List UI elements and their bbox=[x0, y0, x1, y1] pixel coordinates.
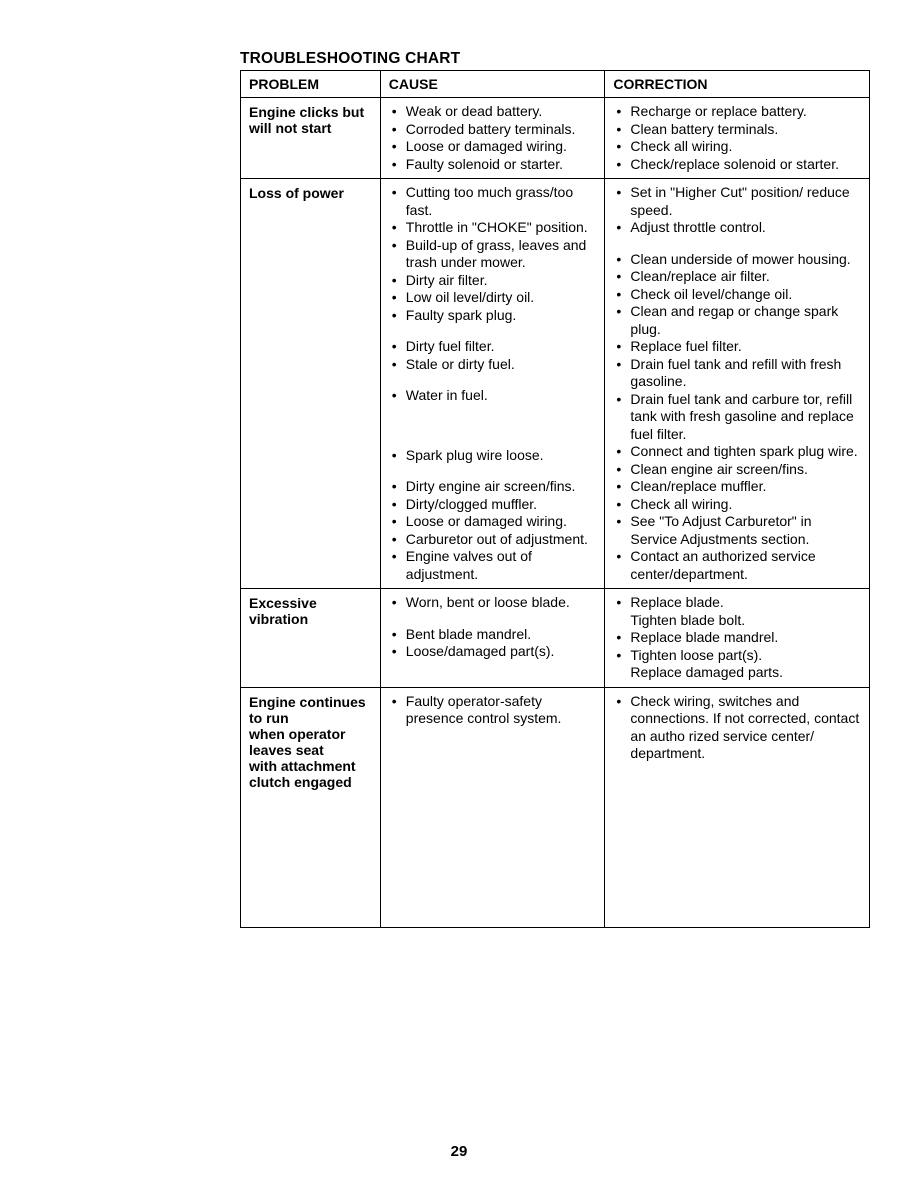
correction-item: Connect and tighten spark plug wire. bbox=[612, 443, 862, 461]
table-row: Loss of powerCutting too much grass/too … bbox=[241, 179, 870, 589]
cause-item: Corroded battery terminals. bbox=[388, 121, 598, 139]
cause-item: Weak or dead battery. bbox=[388, 103, 598, 121]
chart-title: TROUBLESHOOTING CHART bbox=[240, 50, 848, 68]
correction-cell: Replace blade.Tighten blade bolt.Replace… bbox=[605, 589, 870, 688]
cause-item bbox=[388, 612, 598, 626]
cause-item: Dirty fuel filter. bbox=[388, 338, 598, 356]
correction-item: Clean engine air screen/fins. bbox=[612, 461, 862, 479]
correction-item: Clean and regap or change spark plug. bbox=[612, 303, 862, 338]
cause-item: Faulty spark plug. bbox=[388, 307, 598, 325]
problem-cell: Engine continues to runwhen operator lea… bbox=[241, 687, 381, 927]
correction-cell: Set in "Higher Cut" position/ reduce spe… bbox=[605, 179, 870, 589]
correction-item: Check all wiring. bbox=[612, 138, 862, 156]
cause-item: Water in fuel. bbox=[388, 387, 598, 405]
correction-item: Clean/replace muffler. bbox=[612, 478, 862, 496]
cause-cell: Weak or dead battery.Corroded battery te… bbox=[380, 98, 605, 179]
header-cause: CAUSE bbox=[380, 71, 605, 98]
cause-cell: Faulty operator-safety presence control … bbox=[380, 687, 605, 927]
correction-item: Check wiring, switches and connections. … bbox=[612, 693, 862, 763]
cause-item: Loose or damaged wiring. bbox=[388, 138, 598, 156]
header-correction: CORRECTION bbox=[605, 71, 870, 98]
correction-cell: Check wiring, switches and connections. … bbox=[605, 687, 870, 927]
table-row: Excessive vibrationWorn, bent or loose b… bbox=[241, 589, 870, 688]
problem-cell: Loss of power bbox=[241, 179, 381, 589]
cause-item bbox=[388, 373, 598, 387]
cause-item: Build-up of grass, leaves and trash unde… bbox=[388, 237, 598, 272]
cause-item bbox=[388, 405, 598, 419]
cause-item: Stale or dirty fuel. bbox=[388, 356, 598, 374]
correction-item: Set in "Higher Cut" position/ reduce spe… bbox=[612, 184, 862, 219]
cause-item: Spark plug wire loose. bbox=[388, 447, 598, 465]
cause-item: Low oil level/dirty oil. bbox=[388, 289, 598, 307]
correction-item: Check/replace solenoid or starter. bbox=[612, 156, 862, 174]
correction-item: Tighten blade bolt. bbox=[612, 612, 862, 630]
correction-item: Replace blade. bbox=[612, 594, 862, 612]
cause-item: Loose/damaged part(s). bbox=[388, 643, 598, 661]
correction-item: Recharge or replace battery. bbox=[612, 103, 862, 121]
cause-item bbox=[388, 419, 598, 433]
correction-item: Adjust throttle control. bbox=[612, 219, 862, 237]
cause-cell: Cutting too much grass/too fast.Throttle… bbox=[380, 179, 605, 589]
cause-item bbox=[388, 433, 598, 447]
page-number: 29 bbox=[451, 1143, 468, 1160]
correction-item: See "To Adjust Carburetor" in Service Ad… bbox=[612, 513, 862, 548]
cause-item: Throttle in "CHOKE" position. bbox=[388, 219, 598, 237]
correction-item: Drain fuel tank and refill with fresh ga… bbox=[612, 356, 862, 391]
cause-item: Bent blade mandrel. bbox=[388, 626, 598, 644]
cause-item: Carburetor out of adjustment. bbox=[388, 531, 598, 549]
correction-item: Clean battery terminals. bbox=[612, 121, 862, 139]
correction-item: Tighten loose part(s). bbox=[612, 647, 862, 665]
cause-item bbox=[388, 464, 598, 478]
correction-item: Replace damaged parts. bbox=[612, 664, 862, 682]
correction-item: Clean underside of mower housing. bbox=[612, 251, 862, 269]
cause-item: Dirty air filter. bbox=[388, 272, 598, 290]
header-problem: PROBLEM bbox=[241, 71, 381, 98]
troubleshooting-table: PROBLEM CAUSE CORRECTION Engine clicks b… bbox=[240, 70, 870, 928]
correction-item bbox=[612, 237, 862, 251]
problem-cell: Excessive vibration bbox=[241, 589, 381, 688]
cause-item: Engine valves out of adjustment. bbox=[388, 548, 598, 583]
cause-item: Dirty engine air screen/fins. bbox=[388, 478, 598, 496]
problem-cell: Engine clicks but will not start bbox=[241, 98, 381, 179]
cause-item: Faulty operator-safety presence control … bbox=[388, 693, 598, 728]
correction-cell: Recharge or replace battery.Clean batter… bbox=[605, 98, 870, 179]
correction-item: Contact an authorized service center/dep… bbox=[612, 548, 862, 583]
cause-item: Worn, bent or loose blade. bbox=[388, 594, 598, 612]
correction-item: Replace blade mandrel. bbox=[612, 629, 862, 647]
correction-item: Replace fuel filter. bbox=[612, 338, 862, 356]
cause-item: Cutting too much grass/too fast. bbox=[388, 184, 598, 219]
cause-item: Faulty solenoid or starter. bbox=[388, 156, 598, 174]
cause-item: Loose or damaged wiring. bbox=[388, 513, 598, 531]
correction-item: Check oil level/change oil. bbox=[612, 286, 862, 304]
cause-cell: Worn, bent or loose blade. Bent blade man… bbox=[380, 589, 605, 688]
cause-item: Dirty/clogged muffler. bbox=[388, 496, 598, 514]
correction-item: Clean/replace air filter. bbox=[612, 268, 862, 286]
table-row: Engine clicks but will not startWeak or … bbox=[241, 98, 870, 179]
correction-item: Check all wiring. bbox=[612, 496, 862, 514]
table-row: Engine continues to runwhen operator lea… bbox=[241, 687, 870, 927]
table-header-row: PROBLEM CAUSE CORRECTION bbox=[241, 71, 870, 98]
correction-item: Drain fuel tank and carbure tor, refill … bbox=[612, 391, 862, 444]
cause-item bbox=[388, 324, 598, 338]
content-area: TROUBLESHOOTING CHART PROBLEM CAUSE CORR… bbox=[240, 50, 848, 928]
